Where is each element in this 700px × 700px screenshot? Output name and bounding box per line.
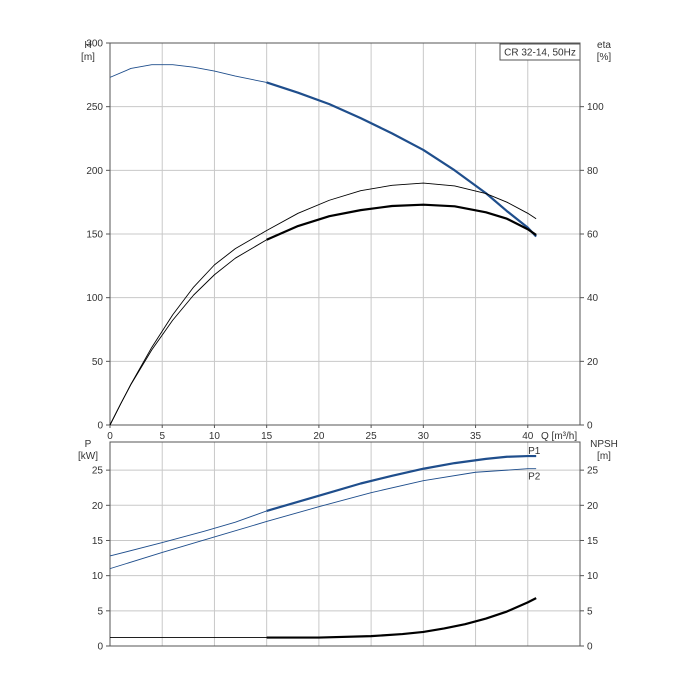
right-tick-label: 80 (587, 166, 599, 177)
series-operating-range (266, 81, 537, 238)
series-p2: P2 (109, 468, 541, 570)
right-tick-label: 0 (587, 421, 593, 432)
head-efficiency-panel: 050100150200250300020406080100H[m]eta[%]… (81, 39, 611, 443)
x-tick-label: 25 (366, 431, 378, 442)
left-axis-label: H (84, 40, 91, 51)
right-tick-label: 10 (587, 571, 599, 582)
right-tick-label: 20 (587, 501, 599, 512)
left-tick-label: 25 (92, 466, 104, 477)
title-frame (499, 43, 581, 61)
title-box: CR 32-14, 50Hz (499, 43, 581, 61)
series-label: P2 (528, 472, 541, 483)
right-tick-label: 100 (587, 102, 604, 113)
left-tick-label: 300 (86, 39, 103, 50)
x-tick-label: 5 (159, 431, 165, 442)
series-label: P1 (528, 446, 541, 457)
chart-title: CR 32-14, 50Hz (504, 48, 576, 59)
right-tick-label: 20 (587, 357, 599, 368)
right-tick-label: 5 (587, 606, 593, 617)
right-tick-label: 15 (587, 536, 599, 547)
left-tick-label: 150 (86, 230, 103, 241)
series-1-2 (110, 597, 537, 639)
x-tick-label: 40 (522, 431, 534, 442)
left-tick-label: 200 (86, 166, 103, 177)
series-line (109, 182, 537, 426)
series-0-0 (109, 64, 537, 238)
left-tick-label: 20 (92, 501, 104, 512)
series-line (109, 468, 537, 570)
series-p1: P1 (109, 446, 541, 557)
right-tick-label: 40 (587, 293, 599, 304)
series-operating-range (266, 597, 537, 639)
right-axis-unit: [m] (597, 451, 611, 462)
left-tick-label: 0 (97, 642, 103, 653)
right-tick-label: 25 (587, 466, 599, 477)
left-tick-label: 250 (86, 102, 103, 113)
left-tick-label: 50 (92, 357, 104, 368)
x-tick-label: 15 (261, 431, 273, 442)
left-tick-label: 0 (97, 421, 103, 432)
series-line (109, 204, 537, 426)
left-tick-label: 10 (92, 571, 104, 582)
power-npsh-panel: 0 5 10 15 20 25 0 5 10 15 20 25 P[kW] NPSH[m] P1 P2 (78, 439, 618, 653)
x-tick-label: 30 (418, 431, 430, 442)
right-axis-label: eta (597, 40, 611, 51)
right-axis-label: NPSH (590, 439, 618, 450)
x-tick-label: 0 (107, 431, 113, 442)
left-axis-unit: [m] (81, 52, 95, 63)
left-tick-label: 5 (97, 606, 103, 617)
left-tick-label: 100 (86, 293, 103, 304)
x-tick-label: 10 (209, 431, 221, 442)
right-tick-label: 0 (587, 642, 593, 653)
left-tick-label: 15 (92, 536, 104, 547)
x-tick-label: 35 (470, 431, 482, 442)
series-0-1 (109, 203, 537, 426)
series-0-2 (109, 182, 537, 426)
x-axis-label: Q [m³/h] (541, 431, 577, 442)
right-tick-label: 60 (587, 230, 599, 241)
series-operating-range (266, 454, 537, 512)
plot-frame (109, 441, 581, 647)
left-axis-label: P (85, 439, 92, 450)
right-axis-unit: [%] (597, 52, 612, 63)
series-operating-range (266, 203, 537, 241)
x-tick-label: 20 (313, 431, 325, 442)
left-axis-unit: [kW] (78, 451, 98, 462)
series-line (110, 597, 537, 639)
